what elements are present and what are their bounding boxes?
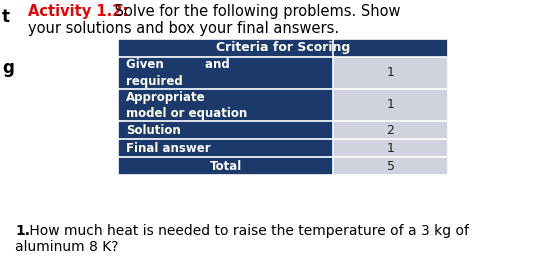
Bar <box>333 139 448 157</box>
Text: Final answer: Final answer <box>126 141 211 155</box>
Text: t: t <box>2 8 10 26</box>
Text: Criteria for Scoring: Criteria for Scoring <box>216 42 350 54</box>
Bar <box>118 57 333 89</box>
Bar <box>118 39 448 57</box>
Text: 1: 1 <box>386 66 394 80</box>
Bar <box>118 121 333 139</box>
Bar <box>118 157 333 175</box>
Bar <box>333 57 448 89</box>
Bar <box>333 89 448 121</box>
Bar <box>333 121 448 139</box>
Text: Activity 1.2:: Activity 1.2: <box>28 4 128 19</box>
Text: Appropriate
model or equation: Appropriate model or equation <box>126 90 248 119</box>
Bar <box>118 139 333 157</box>
Bar <box>333 157 448 175</box>
Text: aluminum 8 K?: aluminum 8 K? <box>15 240 119 254</box>
Text: your solutions and box your final answers.: your solutions and box your final answer… <box>28 21 339 36</box>
Text: Solution: Solution <box>126 124 181 136</box>
Bar <box>118 89 333 121</box>
Text: Total: Total <box>209 160 241 172</box>
Text: 1: 1 <box>386 141 394 155</box>
Text: g: g <box>2 59 14 77</box>
Text: 2: 2 <box>386 124 394 136</box>
Text: 1: 1 <box>386 98 394 112</box>
Text: 5: 5 <box>386 160 394 172</box>
Text: Given          and
required: Given and required <box>126 59 230 88</box>
Text: Solve for the following problems. Show: Solve for the following problems. Show <box>110 4 400 19</box>
Text: 1.: 1. <box>15 224 30 238</box>
Text: How much heat is needed to raise the temperature of a 3 kg of: How much heat is needed to raise the tem… <box>25 224 469 238</box>
